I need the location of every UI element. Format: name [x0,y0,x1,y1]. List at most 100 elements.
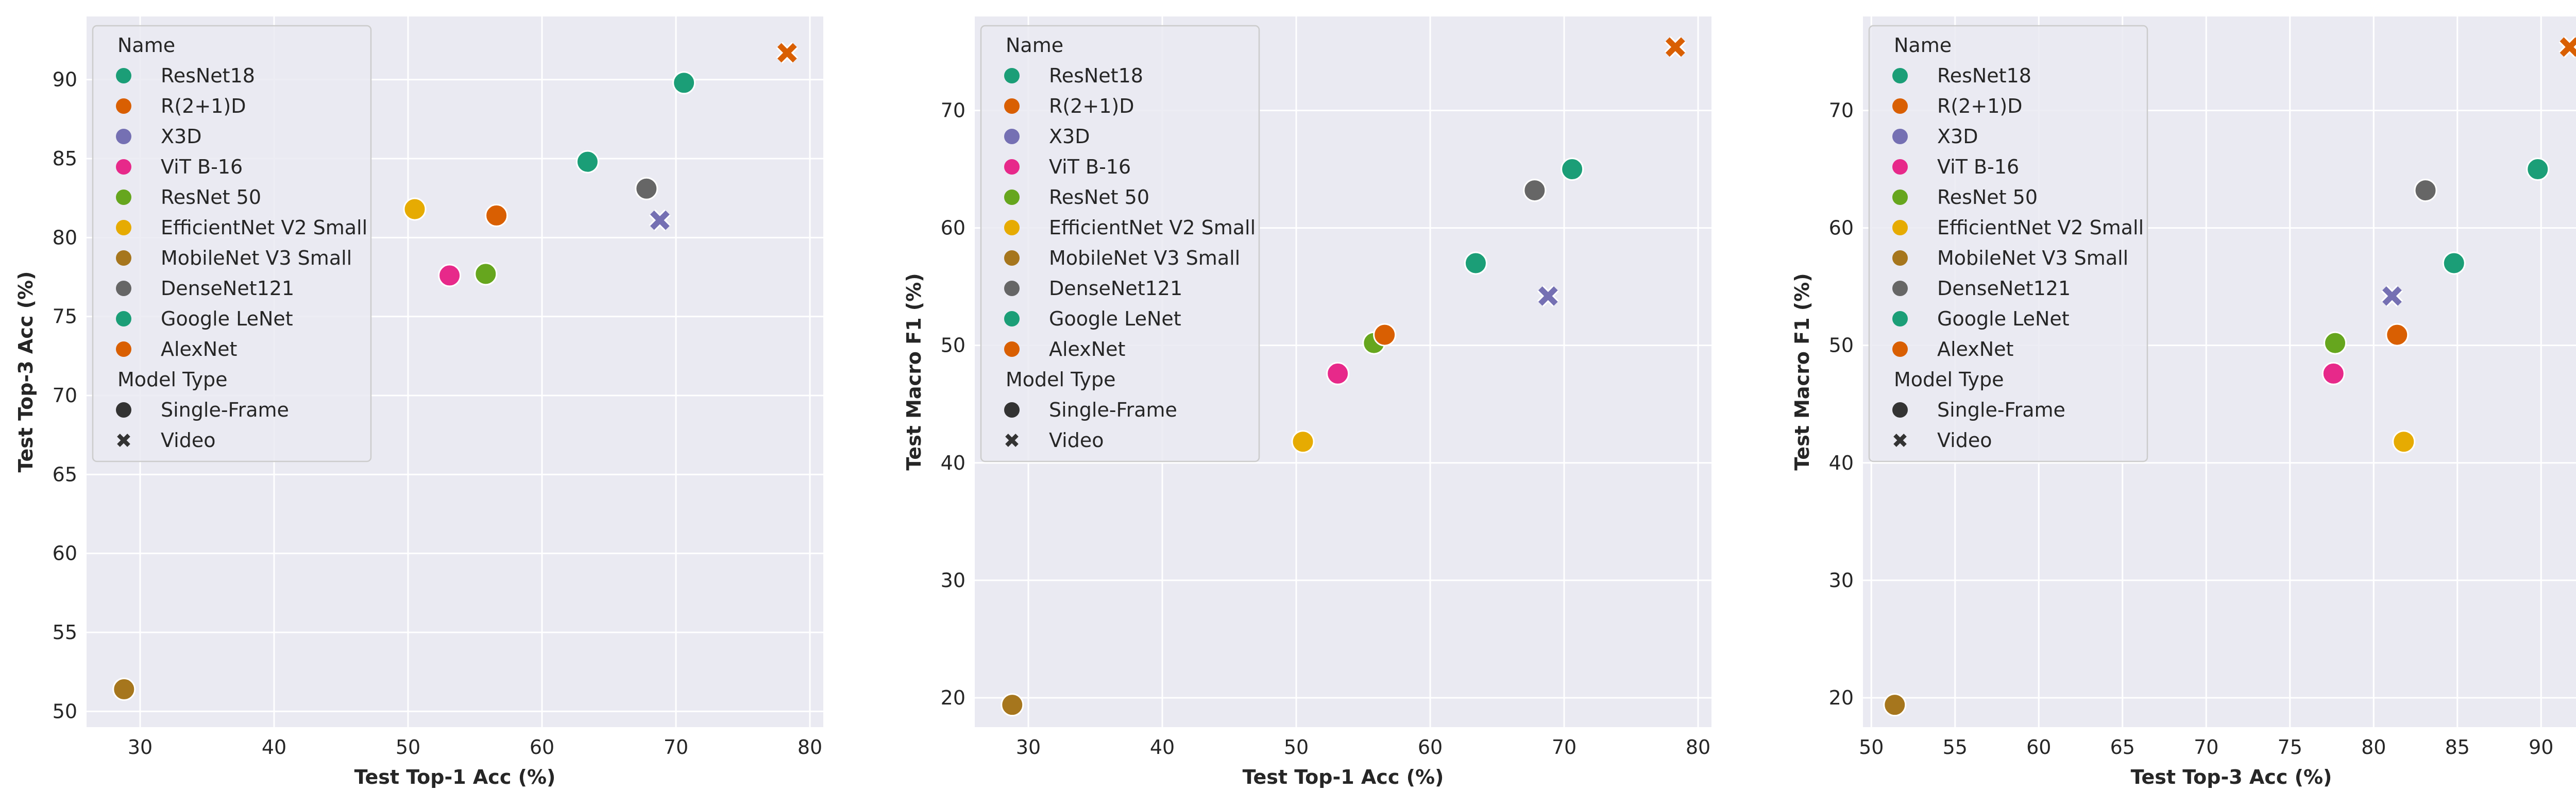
legend-entry: DenseNet121 [161,277,294,300]
point-efficientnet-v2-small [403,197,427,221]
legend: Name ResNet18 R(2+1)D X3D ViT B-16 ResNet 50 E… [1868,25,2148,462]
legend-marker [1892,250,1908,266]
legend-marker-circle [1892,402,1908,418]
point-x3d [1538,286,1558,306]
legend-entry: AlexNet [1937,338,2013,360]
x-tick-label: 50 [1859,736,1884,759]
point-resnet-50 [474,262,498,286]
legend-frame [980,25,1260,462]
y-tick-label: 85 [53,147,77,170]
scatter-panel-3: 50 55 60 65 70 75 80 85 90 20 30 40 50 60 70 Test Top-3… [1791,16,2576,788]
legend-marker [1004,190,1020,205]
x-tick-label: 60 [530,736,554,759]
legend-marker [1004,220,1020,235]
point-google-lenet [2442,251,2466,275]
legend-entry: Video [1049,429,1104,452]
legend-title-model-type: Model Type [1894,368,2004,391]
x-axis-label: Test Top-3 Acc (%) [2131,766,2332,788]
x-tick-label: 65 [2110,736,2135,759]
legend-entry: DenseNet121 [1937,277,2071,300]
legend-entry: ViT B-16 [1937,156,2019,178]
legend-entry: EfficientNet V2 Small [161,216,367,239]
point-x3d [650,210,670,230]
legend-entry: Google LeNet [1937,307,2070,330]
legend-entry: X3D [1049,125,1090,148]
legend-marker [116,250,131,266]
point-resnet18 [672,71,696,95]
x-tick-label: 40 [1150,736,1175,759]
legend-marker [1892,159,1908,175]
legend-entry: X3D [161,125,201,148]
legend-entry: Single-Frame [1937,399,2065,421]
legend-marker [116,341,131,357]
x-tick-label: 70 [664,736,688,759]
legend-entry: ViT B-16 [1049,156,1131,178]
legend-marker [116,281,131,296]
y-tick-label: 90 [53,68,77,91]
point-google-lenet [575,150,599,174]
legend-entry: ResNet 50 [1937,186,2038,209]
legend-entry: Video [161,429,215,452]
legend-entry: MobileNet V3 Small [1049,247,1240,269]
y-tick-label: 55 [53,621,77,644]
y-tick-label: 60 [53,542,77,565]
y-tick-label: 75 [53,305,77,328]
legend-entry: ResNet 50 [161,186,261,209]
y-axis-label: Test Macro F1 (%) [903,273,925,470]
x-tick-label: 60 [1418,736,1443,759]
y-tick-label: 60 [941,217,965,239]
legend-marker [1004,341,1020,357]
point-mobilenet-v3-small [112,677,136,701]
x-tick-label: 75 [2278,736,2302,759]
legend-marker [1892,220,1908,235]
y-tick-label: 50 [941,334,965,357]
x-tick-label: 90 [2529,736,2553,759]
x-tick-label: 50 [1284,736,1309,759]
x-tick-label: 80 [798,736,822,759]
legend-marker-cross [117,434,130,447]
legend-marker [1892,281,1908,296]
y-tick-label: 40 [941,452,965,474]
legend-entry: AlexNet [1049,338,1125,360]
y-tick-label: 70 [941,99,965,122]
y-axis-label: Test Top-3 Acc (%) [14,271,37,473]
legend-entry: MobileNet V3 Small [1937,247,2128,269]
y-tick-label: 70 [53,384,77,407]
legend-marker [1892,190,1908,205]
legend-title-name: Name [1894,34,1952,57]
legend-marker [1004,311,1020,326]
scatter-panel-2: 30 40 50 60 70 80 20 30 40 50 60 70 Test Top-1 Acc (… [903,16,1711,788]
point-alexnet [485,203,509,227]
legend-marker [1004,98,1020,114]
legend-title-model-type: Model Type [117,368,227,391]
x-axis-label: Test Top-1 Acc (%) [1243,766,1444,788]
y-axis-label: Test Macro F1 (%) [1791,273,1814,470]
x-tick-label: 80 [1686,736,1710,759]
legend: Name ResNet18 R(2+1)D X3D ViT B-16 ResNet 50 E… [980,25,1260,462]
y-tick-label: 80 [53,226,77,249]
point-resnet-50 [2324,331,2347,355]
legend-marker [116,129,131,144]
legend-marker-cross [1005,434,1019,447]
legend-entry: ViT B-16 [161,156,243,178]
legend-entry: ResNet 50 [1049,186,1149,209]
legend-frame [92,25,372,462]
x-tick-label: 40 [262,736,286,759]
x-tick-label: 70 [1552,736,1577,759]
y-tick-label: 50 [53,700,77,723]
y-tick-label: 60 [1829,217,1854,239]
point-google-lenet [1464,251,1487,275]
y-tick-label: 50 [1829,334,1854,357]
point-vit-b-16 [2321,362,2345,385]
x-tick-label: 85 [2445,736,2470,759]
legend-entry: Google LeNet [161,307,293,330]
point-alexnet [1373,323,1397,347]
legend-marker [116,159,131,175]
legend-marker [1004,68,1020,83]
legend-entry: AlexNet [161,338,237,360]
x-tick-label: 80 [2361,736,2386,759]
point-r-2-1-d [1665,37,1685,57]
y-tick-label: 70 [1829,99,1854,122]
legend-marker [1892,311,1908,326]
legend-title-name: Name [117,34,175,57]
